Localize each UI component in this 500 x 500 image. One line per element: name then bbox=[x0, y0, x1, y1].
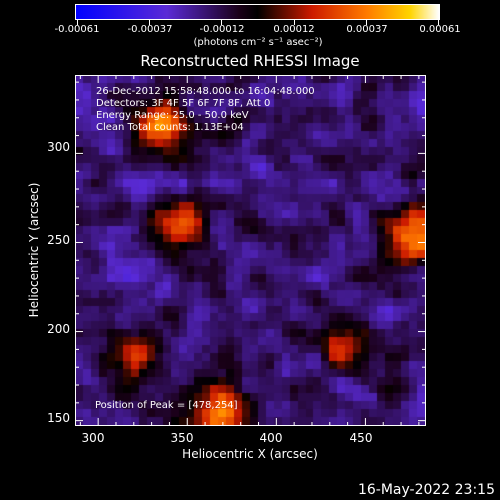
info-energy: Energy Range: 25.0 - 50.0 keV bbox=[96, 110, 249, 121]
colorbar-units: (photons cm⁻² s⁻¹ asec⁻²) bbox=[193, 37, 323, 48]
x-tick-label: 350 bbox=[170, 431, 194, 445]
colorbar-tick-label: -0.00037 bbox=[127, 24, 173, 35]
colorbar-tick-label: 0.00037 bbox=[346, 24, 388, 35]
colorbar-tick-label: -0.00012 bbox=[199, 24, 245, 35]
y-axis-label: Heliocentric Y (arcsec) bbox=[27, 182, 41, 318]
info-detectors: Detectors: 3F 4F 5F 6F 7F 8F, Att 0 bbox=[96, 98, 271, 109]
colorbar-tick-label: 0.00061 bbox=[419, 24, 461, 35]
info-time-range: 26-Dec-2012 15:58:48.000 to 16:04:48.000 bbox=[96, 86, 315, 97]
colorbar-tick-label: 0.00012 bbox=[273, 24, 315, 35]
colorbar-tick-label: -0.00061 bbox=[54, 24, 100, 35]
plot-area: 26-Dec-2012 15:58:48.000 to 16:04:48.000… bbox=[75, 75, 426, 426]
x-tick-label: 400 bbox=[259, 431, 283, 445]
colorbar-tick bbox=[221, 20, 223, 25]
x-tick-label: 300 bbox=[81, 431, 105, 445]
peak-position-label: Position of Peak = [478,254] bbox=[95, 400, 238, 411]
plot-title: Reconstructed RHESSI Image bbox=[140, 52, 360, 70]
colorbar-tick bbox=[365, 20, 367, 25]
x-axis-label: Heliocentric X (arcsec) bbox=[182, 447, 318, 461]
colorbar-gradient bbox=[75, 4, 440, 20]
y-tick-label: 250 bbox=[47, 233, 70, 247]
x-tick-label: 450 bbox=[349, 431, 373, 445]
colorbar-tick bbox=[438, 20, 439, 25]
info-clean: Clean Total counts: 1.13E+04 bbox=[96, 122, 244, 133]
colorbar-tick bbox=[149, 20, 151, 25]
y-tick-label: 200 bbox=[47, 322, 70, 336]
colorbar-ticks bbox=[75, 20, 440, 26]
footer-date: 16-May-2022 23:15 bbox=[357, 482, 495, 498]
colorbar bbox=[75, 4, 440, 20]
colorbar-tick bbox=[293, 20, 295, 25]
y-tick-label: 150 bbox=[47, 411, 70, 425]
heatmap-image bbox=[76, 76, 425, 425]
colorbar-tick bbox=[77, 20, 78, 25]
y-tick-label: 300 bbox=[47, 140, 70, 154]
